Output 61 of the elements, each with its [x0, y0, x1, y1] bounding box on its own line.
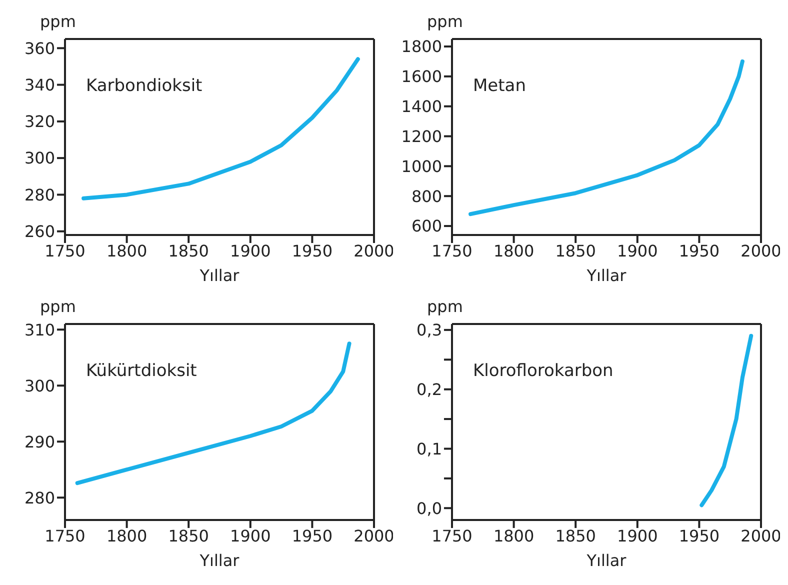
x-tick-label: 1800	[106, 526, 148, 546]
y-tick-label: 1200	[401, 126, 442, 146]
x-tick-label: 1950	[292, 241, 333, 260]
y-tick-label: 300	[24, 376, 55, 396]
x-tick-label: 1800	[493, 241, 534, 260]
x-tick-label: 1850	[555, 526, 596, 546]
x-tick-label: 1750	[432, 526, 472, 546]
line-series	[468, 59, 744, 216]
y-tick-label: 340	[24, 75, 55, 94]
y-tick-label: 1000	[401, 156, 442, 176]
x-tick-label: 1900	[230, 241, 271, 260]
x-tick-label: 1800	[493, 526, 534, 546]
y-axis-title: ppm	[40, 297, 76, 316]
y-tick-label: 300	[24, 148, 55, 168]
y-axis-title: ppm	[427, 297, 463, 316]
y-tick-label: 260	[24, 222, 55, 242]
line-series	[700, 334, 754, 508]
x-tick-label: 1900	[230, 526, 271, 546]
x-axis-title: Yıllar	[198, 551, 240, 570]
line-series	[75, 342, 352, 486]
x-tick-label: 1850	[168, 526, 209, 546]
x-tick-label: 1800	[106, 241, 148, 260]
y-tick-label: 1800	[401, 37, 442, 56]
x-tick-label: 1900	[617, 241, 658, 260]
y-tick-label: 600	[411, 216, 442, 236]
y-tick-label: 360	[24, 38, 55, 58]
y-tick-label: 0,1	[416, 439, 442, 458]
x-tick-label: 1950	[678, 526, 720, 546]
y-tick-label: 0,2	[416, 380, 442, 400]
x-tick-label: 1950	[292, 526, 333, 546]
y-tick-label: 800	[411, 186, 442, 206]
x-axis-title: Yıllar	[586, 266, 627, 285]
x-tick-label: 2000	[740, 526, 782, 546]
x-axis-title: Yıllar	[198, 266, 240, 285]
x-tick-label: 2000	[354, 241, 394, 260]
y-axis-title: ppm	[427, 12, 463, 31]
y-tick-label: 1400	[401, 97, 442, 116]
text: Karbondioksit	[86, 76, 202, 96]
y-tick-label: 0,3	[416, 320, 442, 340]
y-tick-label: 0,0	[416, 498, 442, 518]
x-tick-label: 1900	[617, 526, 658, 546]
y-axis-title: ppm	[40, 12, 76, 31]
x-tick-label: 2000	[740, 241, 782, 260]
y-tick-label: 280	[24, 185, 55, 204]
y-tick-label: 320	[24, 112, 55, 132]
line-series	[82, 57, 360, 200]
text: Metan	[473, 76, 526, 96]
text: Kükürtdioksit	[86, 361, 197, 381]
x-tick-label: 1750	[44, 526, 86, 546]
x-tick-label: 1850	[168, 241, 209, 260]
y-tick-label: 310	[24, 320, 55, 340]
x-tick-label: 2000	[354, 526, 394, 546]
text: Kloroflorokarbon	[473, 361, 614, 381]
x-tick-label: 1850	[555, 241, 596, 260]
x-tick-label: 1750	[44, 241, 86, 260]
y-tick-label: 280	[24, 488, 55, 508]
x-tick-label: 1750	[432, 241, 472, 260]
x-axis-title: Yıllar	[586, 551, 627, 570]
y-tick-label: 1600	[401, 67, 442, 86]
y-tick-label: 290	[24, 432, 55, 452]
x-tick-label: 1950	[678, 241, 720, 260]
